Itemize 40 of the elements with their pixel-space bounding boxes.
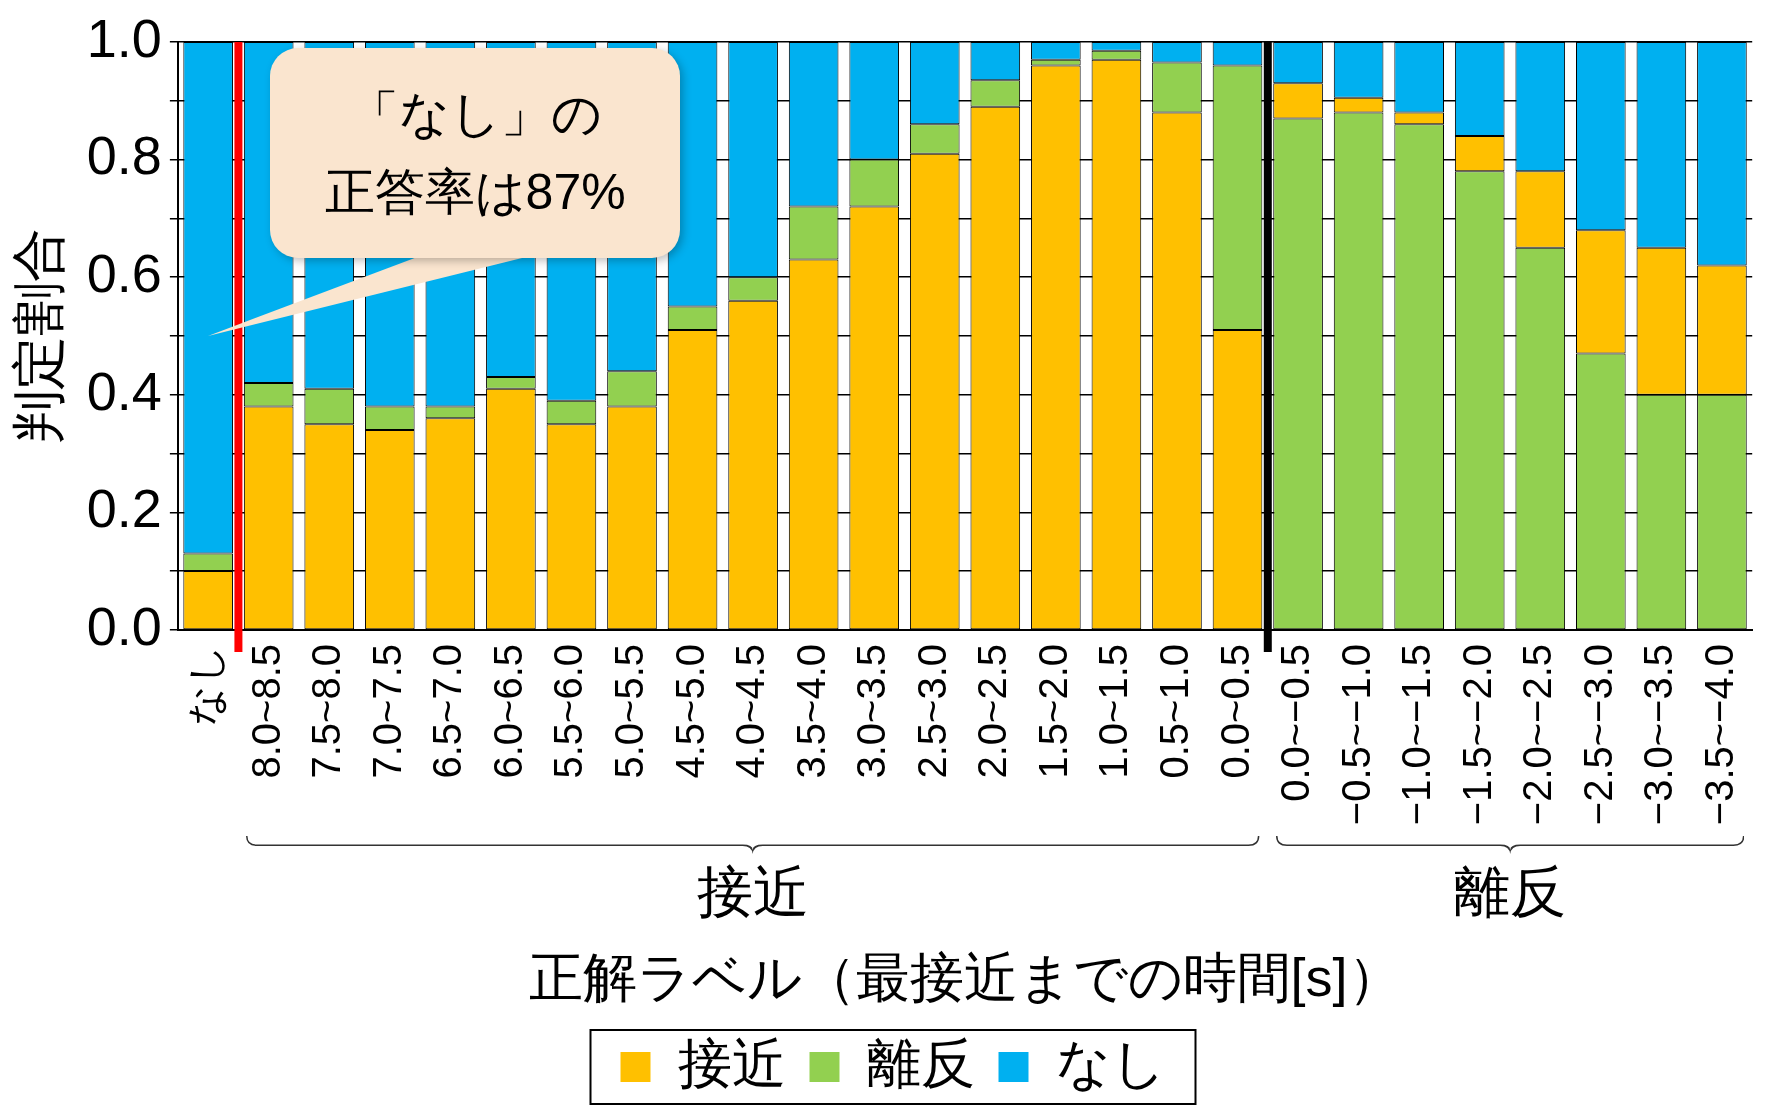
x-tick-label: 6.0~6.5: [485, 643, 530, 779]
x-tick-label: 2.5~3.0: [909, 643, 954, 779]
x-axis-title: 正解ラベル（最接近までの時間[s]）: [528, 947, 1402, 1008]
x-tick-label: 3.5~4.0: [788, 643, 833, 779]
x-tick-label: 4.0~4.5: [728, 643, 773, 779]
x-tick-label: −0.5~−1.0: [1333, 643, 1378, 826]
x-tick-label: 7.0~7.5: [364, 643, 409, 779]
x-tick-label: 2.0~2.5: [970, 643, 1015, 779]
x-tick-label: 0.0~−0.5: [1273, 643, 1318, 802]
legend-label: 接近: [677, 1032, 786, 1093]
x-tick-label: −1.5~−2.0: [1454, 643, 1499, 826]
x-tick-label: 4.5~5.0: [667, 643, 712, 779]
x-tick-label: 5.5~6.0: [546, 643, 591, 779]
y-tick-label: 0.2: [86, 478, 162, 539]
y-tick-label: 0.6: [86, 243, 162, 304]
text: 離反: [1453, 859, 1566, 926]
y-tick-label: 0.8: [86, 125, 162, 186]
y-tick-label: 0.4: [86, 360, 162, 421]
x-tick-label: 0.0~0.5: [1212, 643, 1257, 779]
legend-label: 離反: [866, 1032, 975, 1093]
legend-label: なし: [1055, 1032, 1166, 1093]
x-tick-label: −2.0~−2.5: [1515, 643, 1560, 826]
x-tick-label: 3.0~3.5: [849, 643, 894, 779]
x-tick-label: −3.5~−4.0: [1696, 643, 1741, 826]
x-tick-label: なし: [183, 643, 228, 726]
y-tick-label: 1.0: [86, 7, 162, 68]
x-tick-label: 1.0~1.5: [1091, 643, 1136, 779]
annotation: 「なし」の正答率は87%: [323, 85, 627, 222]
x-tick-label: −3.0~−3.5: [1636, 643, 1681, 826]
x-tick-label: 0.5~1.0: [1151, 643, 1196, 779]
x-tick-label: 6.5~7.0: [425, 643, 470, 779]
x-tick-label: −2.5~−3.0: [1575, 643, 1620, 826]
y-axis-title: 判定割合: [8, 227, 69, 444]
text: 接近: [697, 859, 810, 926]
x-tick-label: 7.5~8.0: [304, 643, 349, 779]
x-tick-label: 8.0~8.5: [243, 643, 288, 779]
x-tick-label: 1.5~2.0: [1030, 643, 1075, 779]
x-tick-label: −1.0~−1.5: [1394, 643, 1439, 826]
y-tick-label: 0.0: [86, 595, 162, 656]
x-tick-label: 5.0~5.5: [607, 643, 652, 779]
